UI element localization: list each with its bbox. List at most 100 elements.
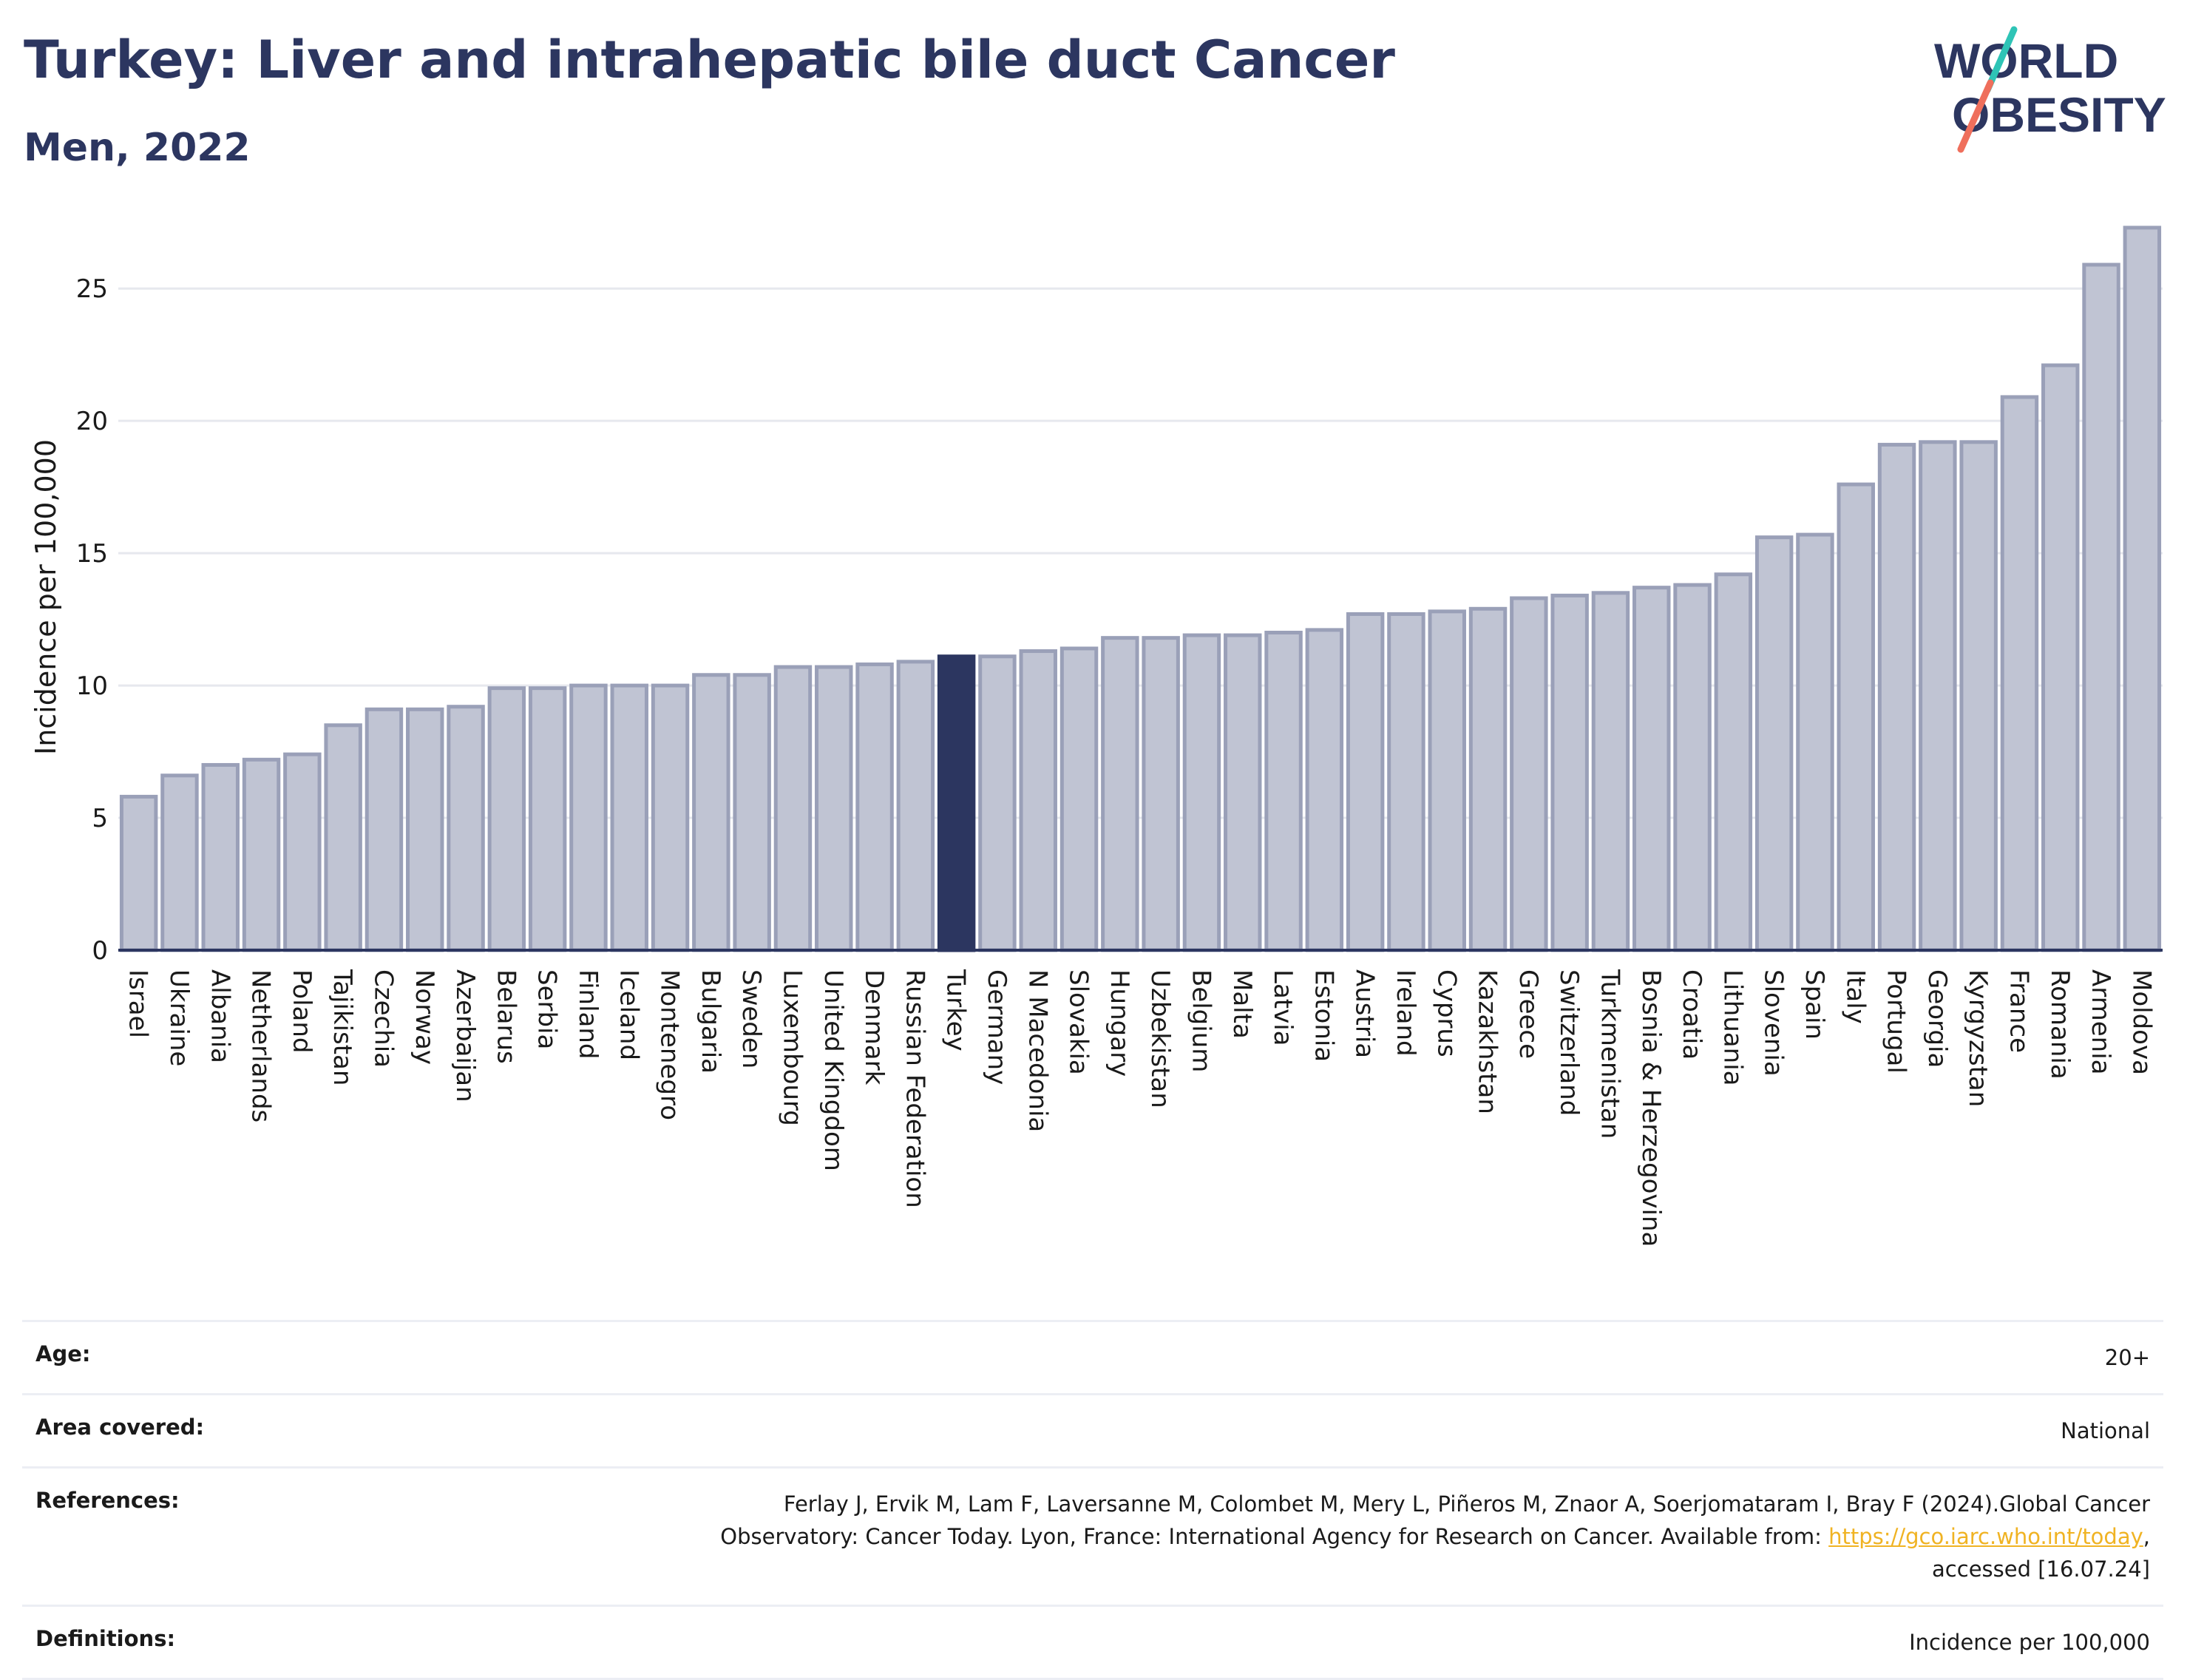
x-tick-label: Norway (410, 969, 439, 1065)
table-row: Definitions: Incidence per 100,000 (22, 1605, 2163, 1680)
reference-line-3: accessed [16.07.24] (1932, 1557, 2150, 1582)
y-tick-label: 5 (92, 804, 108, 833)
x-tick-label: Sweden (736, 969, 766, 1068)
bar-denmark (855, 662, 894, 952)
x-tick-label: Italy (1840, 969, 1870, 1024)
bar-chart: 0 5 10 15 20 25 Israel Ukraine Albania Netherlan… (30, 226, 2163, 1247)
x-tick-label: Spain (1800, 969, 1829, 1040)
bar-azerbaijan (447, 705, 485, 952)
x-tick-label: Slovenia (1759, 969, 1788, 1077)
bar-poland (283, 752, 322, 952)
x-tick-label: Russian Federation (900, 969, 929, 1208)
definitions-value: Incidence per 100,000 (359, 1605, 2163, 1680)
bar-latvia (1264, 631, 1303, 952)
bar-finland (569, 683, 608, 952)
x-tick-label: Czechia (368, 969, 398, 1068)
x-tick-label: Ireland (1391, 969, 1420, 1057)
bar-france (2000, 395, 2039, 952)
x-tick-label: Uzbekistan (1145, 969, 1175, 1108)
bar-romania (2041, 363, 2080, 952)
bar-germany (978, 654, 1017, 952)
y-tick-label: 10 (76, 671, 108, 701)
x-tick-label: Greece (1513, 969, 1543, 1059)
x-tick-labels: Israel Ukraine Albania Netherlands Poland Taj… (123, 969, 2157, 1247)
x-tick-label: Denmark (859, 969, 889, 1085)
bar-kazakhstan (1468, 606, 1508, 952)
definitions-label: Definitions: (22, 1605, 359, 1680)
bar-switzerland (1550, 593, 1589, 952)
reference-link-suffix: , (2143, 1524, 2150, 1549)
bar-uzbekistan (1142, 636, 1180, 952)
bar-spain (1796, 532, 1834, 952)
bar-georgia (1919, 440, 1957, 952)
bar-lithuania (1714, 572, 1753, 952)
age-label: Age: (22, 1320, 359, 1395)
bar-turkmenistan (1591, 591, 1630, 952)
bar-kyrgyzstan (1959, 440, 1998, 952)
bar-serbia (528, 686, 567, 952)
x-tick-label: Luxembourg (777, 969, 807, 1126)
x-tick-label: Croatia (1677, 969, 1706, 1060)
x-tick-label: Bosnia & Herzegovina (1636, 969, 1666, 1247)
x-tick-label: Slovakia (1064, 969, 1094, 1075)
area-value: National (359, 1393, 2163, 1468)
y-tick-labels: 0 5 10 15 20 25 (76, 274, 108, 966)
y-tick-label: 25 (76, 274, 108, 304)
x-tick-label: Poland (287, 969, 316, 1054)
reference-link[interactable]: https://gco.iarc.who.int/today (1828, 1524, 2143, 1549)
x-tick-label: Malta (1227, 969, 1257, 1039)
x-tick-label: Netherlands (246, 969, 276, 1122)
x-tick-label: Hungary (1105, 969, 1134, 1077)
bar-united-kingdom (815, 665, 853, 952)
x-tick-label: Georgia (1922, 969, 1952, 1068)
reference-line-1: Ferlay J, Ervik M, Lam F, Laversanne M, … (783, 1491, 2150, 1517)
table-row: Age: 20+ (22, 1320, 2163, 1395)
bar-greece (1510, 596, 1548, 952)
bar-austria (1346, 612, 1385, 952)
table-row: References: Ferlay J, Ervik M, Lam F, La… (22, 1466, 2163, 1606)
x-tick-label: Kyrgyzstan (1963, 969, 1993, 1107)
chart-subtitle: Men, 2022 (24, 126, 251, 170)
x-tick-label: Turkey (941, 969, 971, 1051)
area-label: Area covered: (22, 1393, 359, 1468)
x-tick-label: Austria (1350, 969, 1380, 1058)
y-axis-label: Incidence per 100,000 (30, 439, 62, 755)
references-value: Ferlay J, Ervik M, Lam F, Laversanne M, … (359, 1466, 2163, 1606)
bar-italy (1837, 482, 1875, 952)
bar-bulgaria (692, 673, 730, 952)
bar-portugal (1877, 442, 1916, 952)
logo-word-world: WORLD (1934, 33, 2118, 88)
bar-bosnia-herzegovina (1632, 586, 1671, 952)
references-label: References: (22, 1466, 359, 1606)
x-tick-label: Bulgaria (696, 969, 725, 1074)
x-tick-label: Belarus (491, 969, 521, 1064)
table-row: Area covered: National (22, 1393, 2163, 1468)
bar-cyprus (1428, 609, 1466, 952)
bar-albania (201, 762, 240, 952)
x-tick-label: Israel (123, 969, 153, 1038)
x-tick-label: Armenia (2086, 969, 2115, 1075)
bar-norway (406, 707, 444, 952)
x-tick-label: Albania (205, 969, 234, 1063)
bar-sweden (733, 673, 771, 952)
bar-luxembourg (773, 665, 813, 952)
x-tick-label: Romania (2045, 969, 2075, 1080)
bar-croatia (1673, 583, 1712, 952)
age-value: 20+ (359, 1320, 2163, 1395)
x-tick-label: Kazakhstan (1473, 969, 1502, 1114)
bar-ireland (1387, 612, 1425, 952)
x-tick-label: Azerbaijan (450, 969, 480, 1102)
x-tick-label: Finland (573, 969, 603, 1060)
x-tick-label: Germany (982, 969, 1011, 1085)
bar-slovenia (1754, 535, 1794, 952)
x-tick-label: Estonia (1309, 969, 1338, 1062)
x-tick-label: Switzerland (1554, 969, 1584, 1116)
bar-russian-federation (896, 660, 935, 952)
bar-turkey (937, 654, 976, 952)
x-tick-label: Moldova (2126, 969, 2156, 1075)
world-obesity-logo: WORLD OBESITY (1934, 26, 2166, 153)
bar-malta (1224, 633, 1262, 952)
bar-n-macedonia (1019, 649, 1057, 952)
bar-czechia (364, 707, 404, 952)
bar-estonia (1305, 628, 1344, 952)
